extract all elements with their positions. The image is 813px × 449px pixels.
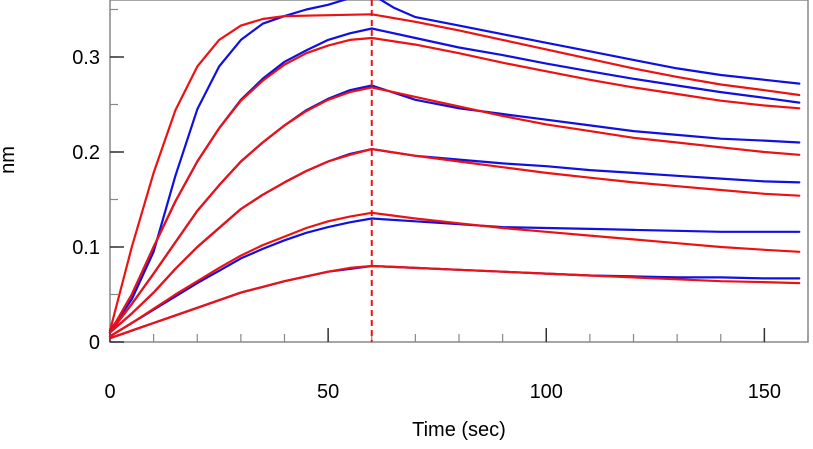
measured-curve-1	[108, 0, 801, 332]
y-tick-label: 0.3	[72, 47, 100, 69]
x-tick-label: 100	[530, 381, 563, 403]
y-axis-title: nm	[0, 146, 19, 174]
fit-curve-6	[108, 264, 801, 340]
y-tick-label: 0.2	[72, 142, 100, 164]
plot-area	[109, 0, 809, 343]
fit-curve-3	[108, 86, 801, 334]
fit-curve-4	[108, 148, 801, 334]
x-tick-label: 0	[104, 381, 115, 403]
x-tick-label: 150	[748, 381, 781, 403]
x-axis-title: Time (sec)	[412, 419, 506, 441]
x-axis: 0 50 100 150	[104, 328, 781, 403]
x-tick-label: 50	[317, 381, 339, 403]
y-tick-label: 0	[89, 332, 100, 354]
y-tick-label: 0.1	[72, 237, 100, 259]
measured-curve-5	[108, 217, 801, 338]
y-axis: 0 0.1 0.2 0.3	[72, 47, 124, 354]
fit-curve-2	[108, 36, 801, 334]
fit-curve-5	[108, 211, 801, 338]
